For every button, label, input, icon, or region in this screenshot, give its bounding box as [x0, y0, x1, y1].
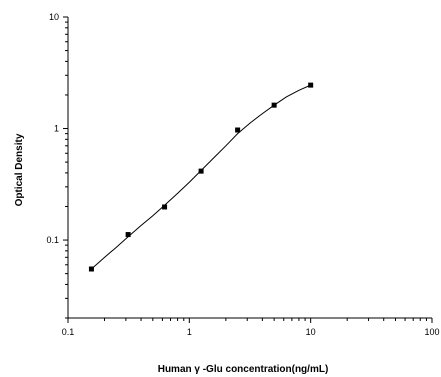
- y-axis-title: Optical Density: [14, 133, 25, 206]
- x-tick-label: 0.1: [62, 327, 75, 337]
- data-point: [162, 204, 168, 210]
- x-tick-label: 100: [424, 327, 439, 337]
- data-point: [235, 127, 241, 133]
- y-tick-label: 10: [49, 12, 59, 22]
- fit-curve-group: [91, 84, 311, 270]
- y-tick-label: 0.1: [46, 235, 59, 245]
- data-point: [88, 266, 94, 272]
- data-point: [125, 232, 131, 238]
- fit-curve: [91, 84, 311, 270]
- x-axis-title: Human γ -Glu concentration(ng/mL): [158, 364, 329, 375]
- data-point: [198, 168, 204, 174]
- ticks: 0.1 1 10 100 0.1 1 10: [46, 12, 439, 337]
- data-point: [308, 82, 314, 88]
- x-tick-label: 1: [187, 327, 192, 337]
- data-point: [271, 102, 277, 108]
- y-tick-label: 1: [54, 124, 59, 134]
- x-tick-label: 10: [306, 327, 316, 337]
- data-points: [88, 82, 314, 272]
- axes: [67, 17, 432, 319]
